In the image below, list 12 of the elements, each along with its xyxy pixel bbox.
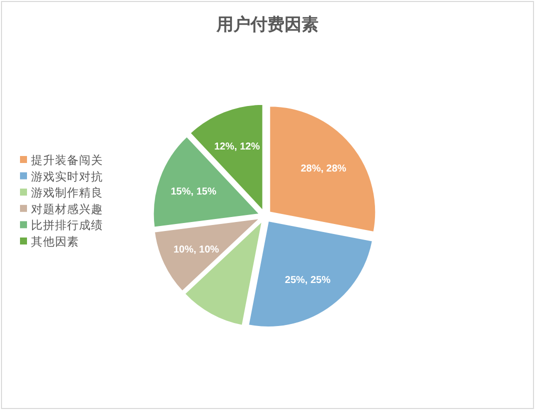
legend-label: 提升装备闯关 — [31, 153, 103, 167]
data-label: 10%, 10% — [173, 244, 220, 256]
legend-label: 游戏实时对抗 — [31, 169, 103, 184]
legend-label: 比拼排行成绩 — [31, 218, 103, 232]
legend-label: 对题材感兴趣 — [31, 202, 103, 216]
data-label: 25%, 25% — [284, 274, 331, 286]
data-label: 12%, 12% — [214, 141, 260, 152]
data-label: 15%, 15% — [170, 186, 216, 198]
legend-label: 其他因素 — [31, 234, 79, 248]
chart-title: 用户付费因素 — [216, 15, 318, 35]
legend-label: 游戏制作精良 — [31, 186, 103, 200]
data-label: 28%, 28% — [300, 164, 346, 175]
